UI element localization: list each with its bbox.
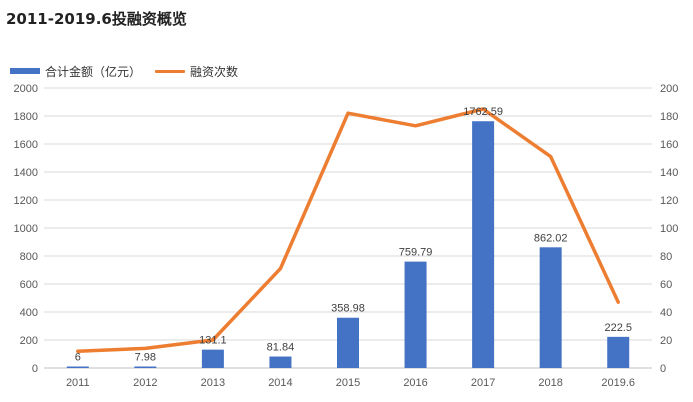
y2-tick-label: 140 (660, 167, 678, 179)
bar (66, 366, 89, 368)
y-tick-label: 1000 (14, 223, 38, 235)
legend-item-count: 融资次数 (155, 63, 238, 80)
y-tick-label: 200 (20, 335, 38, 347)
y-tick-label: 600 (20, 279, 38, 291)
y2-tick-label: 40 (660, 307, 672, 319)
bar-data-label: 6 (75, 352, 81, 364)
y-tick-label: 1800 (14, 111, 38, 123)
bar-data-label: 1762.59 (463, 106, 503, 118)
bar (472, 121, 495, 368)
y-tick-label: 1400 (14, 167, 38, 179)
y2-tick-label: 20 (660, 335, 672, 347)
x-tick-label: 2015 (336, 377, 360, 389)
legend-swatch-line (155, 69, 186, 73)
bar-data-label: 222.5 (604, 322, 632, 334)
legend: 合计金额（亿元） 融资次数 (10, 63, 252, 80)
bar (337, 317, 359, 368)
bar-data-label: 81.84 (267, 342, 295, 354)
bar (607, 336, 630, 368)
y-tick-label: 2000 (14, 83, 38, 95)
bar-data-label: 862.02 (534, 232, 568, 244)
bar-data-label: 358.98 (331, 303, 365, 315)
legend-label-count: 融资次数 (190, 64, 239, 79)
x-tick-label: 2016 (403, 377, 427, 389)
x-tick-label: 2014 (268, 377, 292, 389)
x-tick-label: 2017 (471, 377, 495, 389)
bar (201, 349, 224, 368)
x-tick-label: 2013 (201, 377, 225, 389)
y2-tick-label: 100 (660, 223, 678, 235)
y2-tick-label: 200 (660, 83, 678, 95)
x-tick-label: 2012 (133, 377, 157, 389)
y2-tick-label: 60 (660, 279, 672, 291)
bar-data-label: 7.98 (135, 352, 156, 364)
y-tick-label: 1200 (14, 195, 38, 207)
y2-tick-label: 160 (660, 139, 678, 151)
bar (134, 366, 157, 368)
y2-tick-label: 180 (660, 111, 678, 123)
y2-tick-label: 0 (660, 363, 666, 375)
y-tick-label: 400 (20, 307, 38, 319)
bar (539, 247, 562, 368)
bar (404, 261, 427, 368)
bar (269, 356, 292, 368)
y-tick-label: 800 (20, 251, 38, 263)
bar-data-label: 759.79 (399, 247, 433, 259)
y-tick-label: 1600 (14, 139, 38, 151)
y2-tick-label: 120 (660, 195, 678, 207)
chart-title: 2011-2019.6投融资概览 (6, 10, 187, 28)
x-tick-label: 2018 (538, 377, 562, 389)
x-tick-label: 2019.6 (601, 377, 635, 389)
line-series (76, 107, 620, 353)
y2-tick-label: 80 (660, 251, 672, 263)
x-tick-label: 2011 (66, 377, 90, 389)
legend-item-amount: 合计金额（亿元） (10, 63, 141, 80)
legend-label-amount: 合计金额（亿元） (45, 64, 142, 79)
bar-data-label: 131.1 (199, 335, 227, 347)
y-tick-label: 0 (32, 363, 38, 375)
legend-swatch-bar (10, 68, 40, 74)
